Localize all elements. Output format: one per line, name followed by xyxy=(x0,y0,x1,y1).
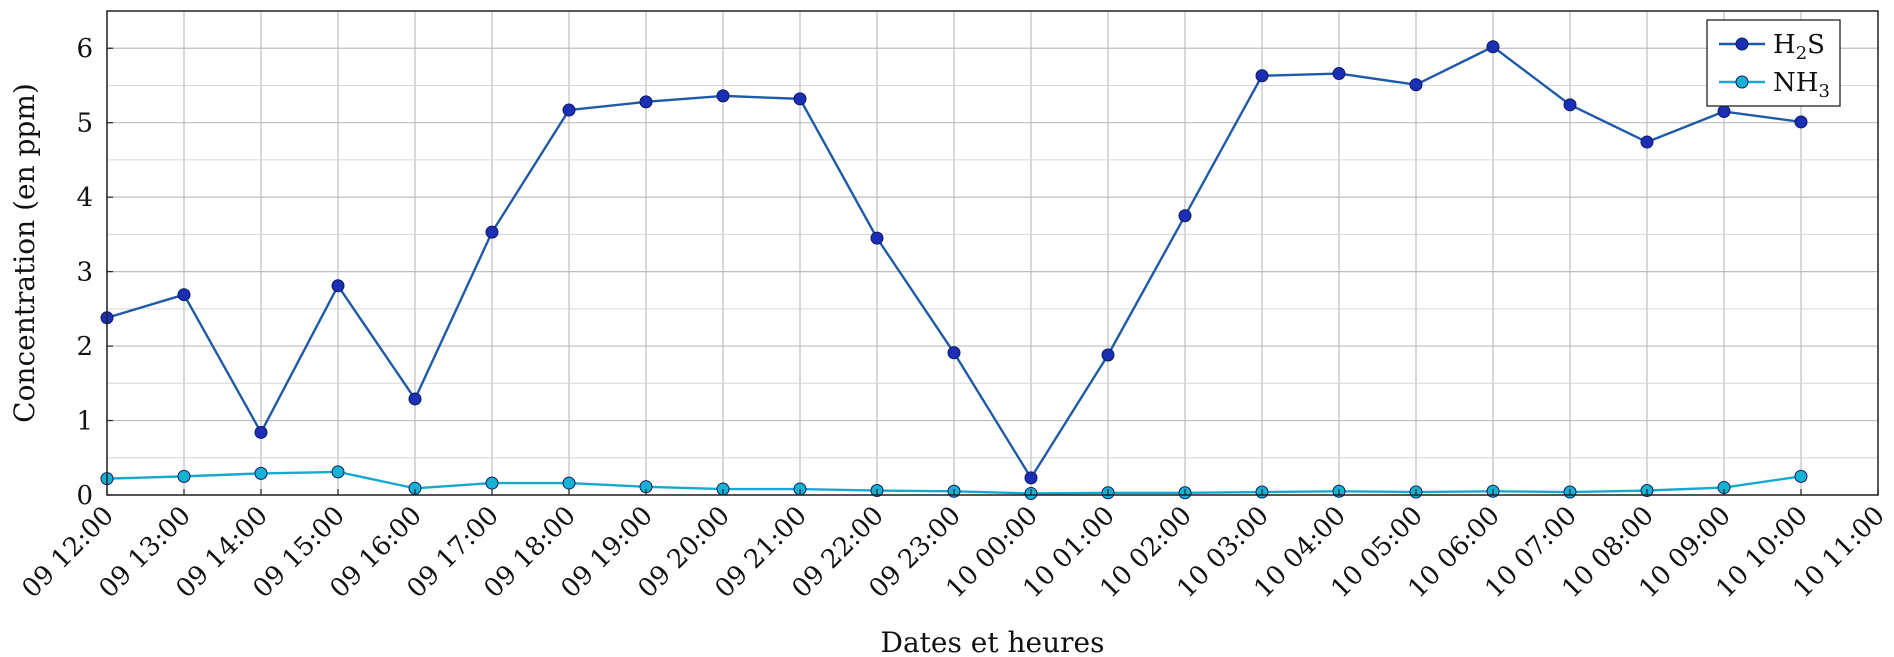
y-tick-label: 2 xyxy=(76,332,93,362)
data-point xyxy=(177,469,191,483)
data-point xyxy=(1794,469,1808,483)
data-point xyxy=(1101,348,1115,362)
y-axis-ticks: 0 1 2 3 4 5 6 xyxy=(76,34,113,511)
x-axis-title: Dates et heures xyxy=(881,626,1105,657)
data-point xyxy=(1332,67,1346,81)
data-point xyxy=(485,476,499,490)
data-point xyxy=(485,225,499,239)
y-tick-label: 1 xyxy=(76,407,93,437)
data-point xyxy=(562,476,576,490)
data-point xyxy=(1409,78,1423,92)
legend-marker xyxy=(1735,37,1749,51)
data-point xyxy=(793,92,807,106)
y-axis-title: Concentration (en ppm) xyxy=(8,83,41,423)
data-point xyxy=(331,465,345,479)
data-point xyxy=(1486,40,1500,54)
data-point xyxy=(562,103,576,117)
data-point xyxy=(1563,98,1577,112)
data-point xyxy=(1024,471,1038,485)
data-point xyxy=(1794,115,1808,129)
data-point xyxy=(1178,209,1192,223)
data-point xyxy=(1640,135,1654,149)
data-point xyxy=(716,89,730,103)
data-point xyxy=(870,231,884,245)
y-tick-label: 3 xyxy=(76,258,93,288)
y-tick-label: 0 xyxy=(76,481,93,511)
legend-box xyxy=(1706,19,1841,107)
data-point xyxy=(331,279,345,293)
data-point xyxy=(177,288,191,302)
plot-frame xyxy=(106,10,1879,496)
y-tick-label: 6 xyxy=(76,34,93,64)
data-point xyxy=(254,466,268,480)
y-tick-label: 4 xyxy=(76,183,93,213)
grid xyxy=(106,10,1879,496)
data-point xyxy=(1717,105,1731,119)
data-point xyxy=(408,392,422,406)
legend-marker xyxy=(1735,75,1749,89)
y-tick-label: 5 xyxy=(76,109,93,139)
data-point xyxy=(1255,69,1269,83)
data-point xyxy=(947,346,961,360)
data-point xyxy=(254,425,268,439)
legend-label: H2S xyxy=(1773,30,1825,64)
legend-label: NH3 xyxy=(1773,68,1830,102)
data-point xyxy=(639,95,653,109)
